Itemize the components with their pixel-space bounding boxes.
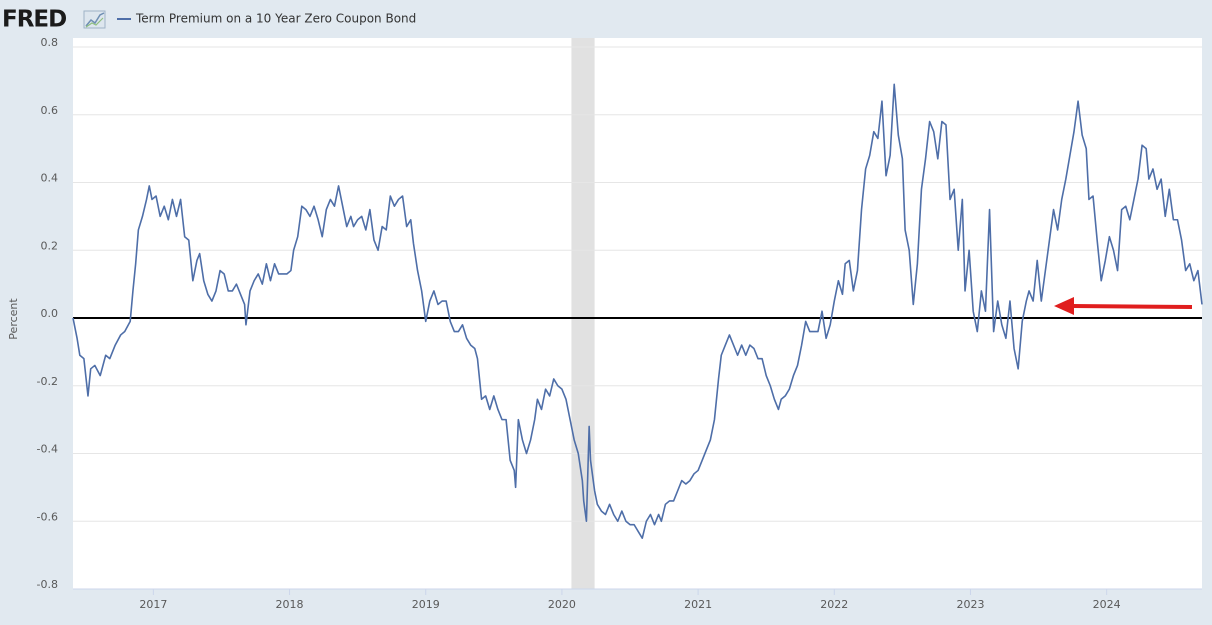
y-tick-label: 0.6 bbox=[41, 104, 59, 117]
recession-band bbox=[571, 38, 595, 589]
y-tick-label: -0.4 bbox=[37, 443, 58, 456]
data-line bbox=[72, 83, 1203, 539]
y-tick-label: -0.6 bbox=[37, 510, 58, 523]
x-tick-label: 2021 bbox=[684, 598, 712, 611]
y-tick-label: 0.8 bbox=[41, 36, 59, 49]
x-tick-label: 2018 bbox=[276, 598, 304, 611]
x-tick-label: 2019 bbox=[412, 598, 440, 611]
y-tick-label: -0.2 bbox=[37, 375, 58, 388]
x-tick-label: 2023 bbox=[956, 598, 984, 611]
y-tick-label: -0.8 bbox=[37, 578, 58, 591]
x-tick-label: 2017 bbox=[139, 598, 167, 611]
logo: FRED bbox=[2, 7, 66, 33]
y-tick-label: 0.0 bbox=[41, 307, 59, 320]
annotation-arrow bbox=[1054, 297, 1193, 315]
y-tick-label: 0.4 bbox=[41, 172, 59, 185]
x-tick-label: 2024 bbox=[1093, 598, 1121, 611]
logo-icon bbox=[83, 10, 106, 29]
plot-area bbox=[73, 38, 1202, 589]
x-tick-label: 2020 bbox=[548, 598, 576, 611]
legend-label: Term Premium on a 10 Year Zero Coupon Bo… bbox=[135, 12, 416, 26]
y-tick-label: 0.2 bbox=[41, 239, 59, 252]
x-tick-label: 2022 bbox=[820, 598, 848, 611]
y-axis-label: Percent bbox=[7, 298, 20, 340]
